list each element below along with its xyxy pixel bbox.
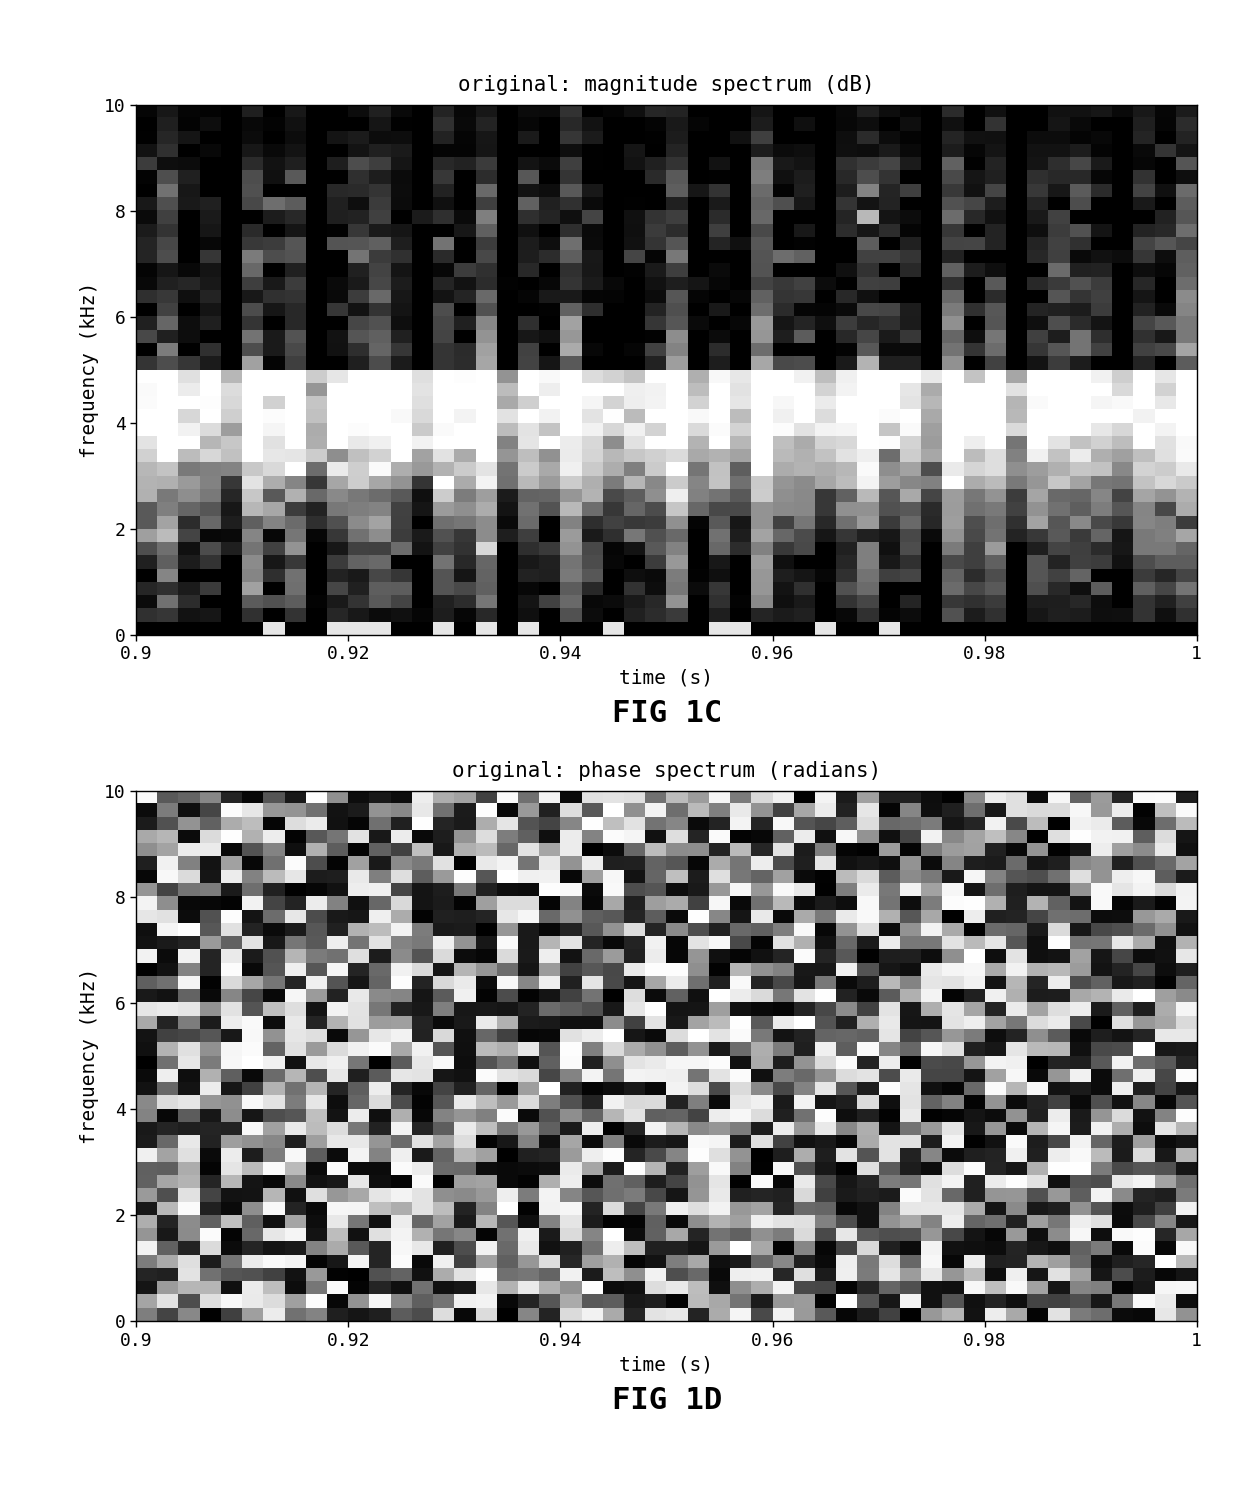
Y-axis label: frequency (kHz): frequency (kHz) <box>79 967 99 1145</box>
Title: original: phase spectrum (radians): original: phase spectrum (radians) <box>451 761 882 781</box>
Text: FIG 1C: FIG 1C <box>613 699 722 729</box>
Title: original: magnitude spectrum (dB): original: magnitude spectrum (dB) <box>459 75 874 94</box>
X-axis label: time (s): time (s) <box>620 669 713 687</box>
X-axis label: time (s): time (s) <box>620 1356 713 1374</box>
Y-axis label: frequency (kHz): frequency (kHz) <box>79 281 99 458</box>
Text: FIG 1D: FIG 1D <box>613 1386 722 1415</box>
